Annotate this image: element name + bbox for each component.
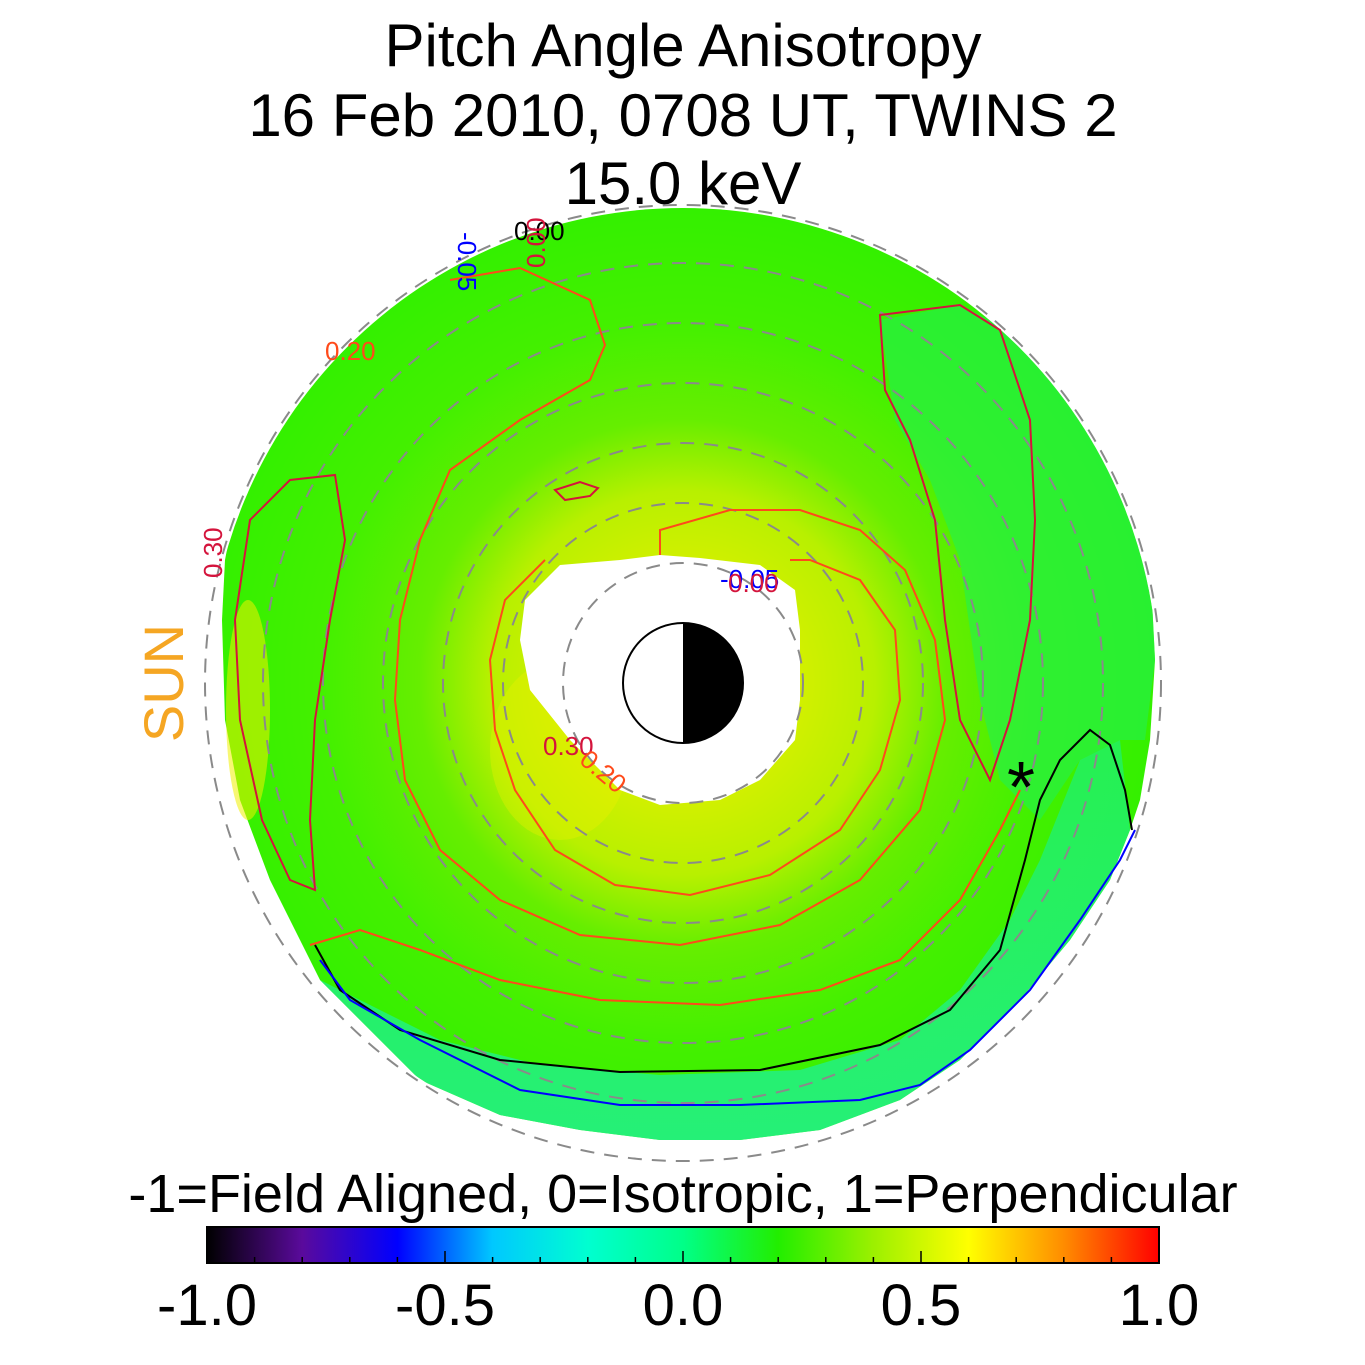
- contour-020-middle: [488, 559, 902, 897]
- contour-label-030-left: 0.30: [198, 527, 228, 578]
- colorbar: -1.0 -0.5 0.0 0.5 1.0: [157, 1226, 1199, 1338]
- map-dayside-enhancement: [226, 600, 270, 820]
- ring-1: [562, 562, 804, 804]
- ring-2: [502, 502, 864, 864]
- ring-3: [442, 442, 924, 924]
- contour-label-000-red-top: 0.00: [521, 217, 551, 268]
- anisotropy-map: -0.05 0.00 0.00 0.20 0.30 -0.05 0.00 0.3…: [198, 204, 1162, 1162]
- contour-020-boundary: [309, 789, 1021, 1007]
- title-line-2: 16 Feb 2010, 0708 UT, TWINS 2: [248, 82, 1117, 149]
- contour-label-030-inner: 0.30: [543, 731, 594, 761]
- colorbar-tick-label: -0.5: [395, 1273, 495, 1338]
- contour-lines: [233, 266, 1136, 1106]
- map-duskside-region: [880, 305, 1155, 820]
- ring-6: [262, 262, 1104, 1104]
- plot-title: Pitch Angle Anisotropy 16 Feb 2010, 0708…: [248, 12, 1117, 217]
- contour-030-dawn: [233, 473, 347, 892]
- contour-minus005: [319, 829, 1136, 1106]
- contour-030-dusk: [878, 303, 1037, 783]
- colorbar-tick-label: 0.0: [643, 1273, 724, 1338]
- title-line-3: 15.0 keV: [565, 150, 802, 217]
- colorbar-tick-labels: -1.0 -0.5 0.0 0.5 1.0: [157, 1273, 1199, 1338]
- earth-icon: [622, 622, 744, 744]
- map-tail-region: [320, 740, 1130, 1140]
- ring-4: [382, 382, 984, 984]
- contour-label-000-top: 0.00: [514, 216, 565, 246]
- colorbar-tick-label: -1.0: [157, 1273, 257, 1338]
- colorbar-title: -1=Field Aligned, 0=Isotropic, 1=Perpend…: [128, 1164, 1237, 1224]
- contour-000: [314, 728, 1133, 1074]
- contour-label-020-left: 0.20: [325, 336, 376, 366]
- colorbar-ticks: [206, 1251, 1160, 1263]
- contour-label-minus005-top: -0.05: [452, 232, 482, 291]
- sun-direction-label: SUN: [132, 624, 195, 742]
- distance-rings: [204, 204, 1162, 1162]
- colorbar-tick-label: 1.0: [1119, 1273, 1200, 1338]
- ring-7: [204, 204, 1162, 1162]
- contour-020-outer: [393, 266, 947, 947]
- title-line-1: Pitch Angle Anisotropy: [384, 12, 981, 79]
- spacecraft-marker: *: [1007, 748, 1035, 828]
- contour-labels: -0.05 0.00 0.00 0.20 0.30 -0.05 0.00 0.3…: [198, 216, 779, 799]
- ring-5: [322, 322, 1044, 1044]
- contour-small-island: [553, 480, 600, 502]
- contour-label-000-inner: 0.00: [728, 568, 779, 598]
- colorbar-tick-label: 0.5: [881, 1273, 962, 1338]
- contour-label-minus005-inner: -0.05: [720, 564, 779, 594]
